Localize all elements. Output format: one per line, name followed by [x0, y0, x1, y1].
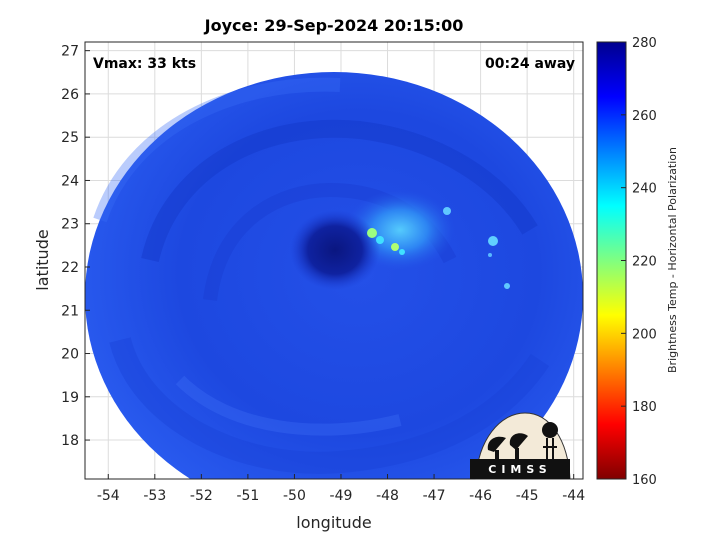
y-tick-label: 27	[61, 44, 79, 60]
light-band	[175, 375, 402, 436]
microwave-swath	[85, 72, 583, 479]
colorbar-tick-label: 160	[632, 473, 657, 488]
convective-cell	[376, 236, 384, 244]
convective-cell	[391, 243, 399, 251]
x-tick-label: -45	[516, 488, 539, 504]
colorbar-ticks: 160 180 200 220 240 260 280	[621, 36, 657, 488]
logo-text: CIMSS	[488, 463, 551, 476]
x-tick-label: -54	[97, 488, 120, 504]
y-tick-label: 22	[61, 260, 79, 276]
x-axis-ticks: -54 -53 -52 -51 -50 -49 -48 -47 -46 -45 -44	[97, 474, 585, 504]
logo-tower-icon	[542, 422, 558, 459]
convective-cell	[443, 207, 451, 215]
x-tick-label: -46	[469, 488, 492, 504]
convective-cell	[504, 283, 510, 289]
logo-dish-icon	[487, 433, 528, 459]
y-tick-label: 19	[61, 390, 79, 406]
colorbar-tick-label: 180	[632, 400, 657, 415]
vmax-label: Vmax: 33 kts	[93, 56, 196, 72]
y-tick-label: 18	[61, 433, 79, 449]
convective-cell	[488, 236, 498, 246]
y-tick-label: 20	[61, 347, 79, 363]
x-axis-label: longitude	[296, 513, 371, 532]
y-tick-label: 21	[61, 303, 79, 319]
y-tick-label: 25	[61, 130, 79, 146]
spiral-band	[141, 119, 538, 263]
cimss-logo: CIMSS	[470, 412, 571, 480]
y-tick-label: 26	[61, 87, 79, 103]
colorbar-tick-label: 220	[632, 255, 657, 270]
x-tick-label: -47	[423, 488, 446, 504]
colorbar-tick-label: 240	[632, 182, 657, 197]
x-tick-label: -44	[562, 488, 585, 504]
x-tick-label: -51	[236, 488, 259, 504]
x-tick-label: -53	[143, 488, 166, 504]
colorbar-tick-label: 260	[632, 109, 657, 124]
x-tick-label: -50	[283, 488, 306, 504]
plot-frame	[84, 41, 584, 480]
convective-cell	[399, 249, 405, 255]
colorbar-label: Brightness Temp - Horizontal Polarizatio…	[666, 147, 679, 373]
colorbar-tick-label: 280	[632, 36, 657, 51]
x-tick-label: -52	[190, 488, 213, 504]
convective-cell	[367, 228, 377, 238]
time-away-label: 00:24 away	[485, 56, 575, 72]
x-tick-label: -48	[376, 488, 399, 504]
convective-cell	[488, 253, 492, 257]
y-axis-label: latitude	[33, 229, 52, 290]
colorbar-tick-label: 200	[632, 327, 657, 342]
spiral-band	[109, 336, 550, 474]
figure-title: Joyce: 29-Sep-2024 20:15:00	[204, 16, 464, 35]
y-axis-ticks: 18 19 20 21 22 23 24 25 26 27	[61, 44, 90, 449]
y-tick-label: 24	[61, 173, 79, 189]
y-tick-label: 23	[61, 217, 79, 233]
storm-eye	[290, 210, 380, 290]
light-band	[93, 77, 341, 223]
logo-banner	[470, 459, 570, 479]
x-tick-label: -49	[330, 488, 353, 504]
